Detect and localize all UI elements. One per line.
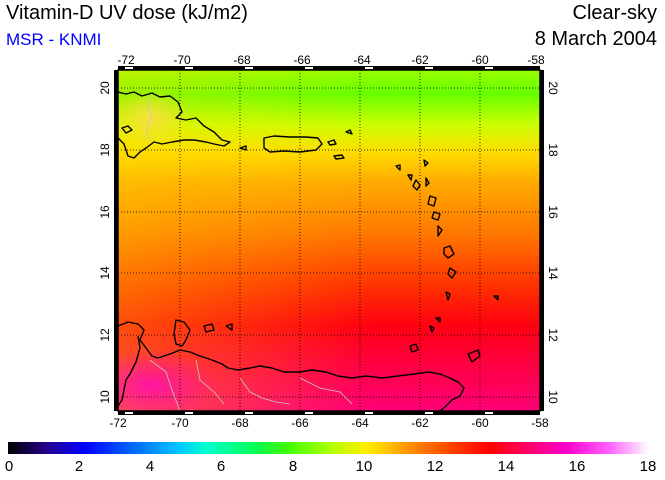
uv-dose-field: [118, 70, 540, 411]
lat-lon-grid: [118, 70, 540, 411]
lat-label-left: 12: [98, 328, 112, 342]
map-title: Vitamin-D UV dose (kJ/m2): [6, 2, 248, 24]
lon-label-bottom: -70: [171, 416, 189, 430]
lat-label-left: 16: [98, 205, 112, 219]
colorbar-tick-label: 4: [145, 458, 155, 475]
lon-ruler-top: [118, 66, 540, 70]
colorbar: [8, 442, 649, 454]
lat-label-right: 14: [546, 266, 560, 280]
lon-label-top: -58: [527, 53, 545, 67]
uv-dose-map: -72 -70 -68 -66 -64 -62 -60 -58 -72 -70 …: [98, 53, 560, 430]
lat-ruler-left: [114, 70, 118, 411]
colorbar-tick-label: 12: [426, 458, 444, 475]
lat-label-right: 18: [546, 143, 560, 157]
coastlines: [118, 91, 499, 411]
colorbar-tick-label: 14: [497, 458, 515, 475]
lat-label-right: 20: [546, 81, 560, 95]
lon-label-top: -66: [293, 53, 311, 67]
colorbar-tick-label: 18: [639, 458, 657, 475]
lon-label-top: -72: [117, 53, 135, 67]
lon-ruler-bottom: [118, 411, 540, 415]
lon-label-bottom: -62: [411, 416, 429, 430]
colorbar-tick-label: 10: [355, 458, 373, 475]
lat-label-left: 18: [98, 143, 112, 157]
lat-ruler-right: [540, 70, 544, 411]
lat-label-left: 10: [98, 390, 112, 404]
lon-label-bottom: -72: [109, 416, 127, 430]
source-label: MSR - KNMI: [6, 30, 102, 49]
colorbar-tick-label: 8: [288, 458, 298, 475]
colorbar-tick-label: 16: [568, 458, 586, 475]
lon-label-top: -70: [173, 53, 191, 67]
colorbar-tick-label: 6: [216, 458, 226, 475]
lat-label-right: 16: [546, 205, 560, 219]
lon-label-bottom: -68: [231, 416, 249, 430]
lat-label-right: 12: [546, 328, 560, 342]
lat-label-left: 14: [98, 266, 112, 280]
lon-label-bottom: -66: [291, 416, 309, 430]
lon-label-top: -60: [471, 53, 489, 67]
lon-label-bottom: -60: [471, 416, 489, 430]
lon-label-top: -62: [411, 53, 429, 67]
sky-condition-label: Clear-sky: [572, 2, 657, 24]
country-borders: [145, 95, 353, 411]
date-label: 8 March 2004: [534, 28, 657, 50]
colorbar-tick-label: 2: [74, 458, 84, 475]
lon-label-top: -64: [353, 53, 371, 67]
lat-label-left: 20: [98, 81, 112, 95]
lon-label-bottom: -64: [351, 416, 369, 430]
lon-label-bottom: -58: [531, 416, 549, 430]
colorbar-tick-label: 0: [4, 458, 14, 475]
lon-label-top: -68: [233, 53, 251, 67]
lat-label-right: 10: [546, 390, 560, 404]
